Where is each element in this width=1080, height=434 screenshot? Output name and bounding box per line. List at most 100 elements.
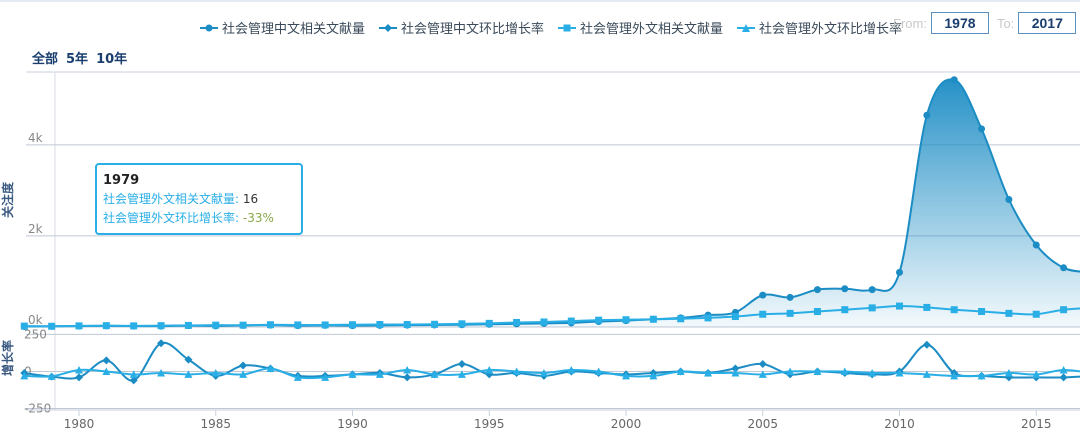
y-tick-label: 2k xyxy=(28,222,43,236)
square-point xyxy=(649,315,657,323)
square-point xyxy=(567,317,575,325)
triangle-point xyxy=(184,370,193,378)
triangle-point xyxy=(47,372,56,380)
triangle-point xyxy=(704,368,713,377)
triangle-point xyxy=(649,371,658,380)
square-point xyxy=(212,321,220,329)
tooltip-line-volume: 社会管理外文相关文献量: 16 xyxy=(103,190,295,209)
from-input[interactable]: 1978 xyxy=(930,12,989,34)
diamond-point xyxy=(1059,373,1068,382)
triangle-point xyxy=(758,370,767,378)
triangle-point xyxy=(813,367,822,375)
square-point xyxy=(950,306,958,314)
triangle-point xyxy=(567,365,576,374)
square-point xyxy=(540,318,548,326)
range-10y-button[interactable]: 10年 xyxy=(96,52,128,67)
circle-point xyxy=(923,111,931,119)
triangle-point xyxy=(922,370,931,378)
diamond-point xyxy=(102,356,111,365)
x-tick-label: 2000 xyxy=(611,417,642,431)
range-buttons: 全部 5年 10年 xyxy=(32,48,127,67)
y-tick-label: 0k xyxy=(28,313,43,327)
tooltip-value: -33% xyxy=(242,211,274,225)
legend-label: 社会管理中文相关文献量 xyxy=(222,22,366,37)
square-point xyxy=(513,318,521,326)
square-point xyxy=(102,322,110,330)
diamond-point xyxy=(129,376,138,385)
square-point xyxy=(130,322,138,330)
diamond-marker-icon xyxy=(379,23,398,32)
diamond-point xyxy=(157,339,166,348)
circle-point xyxy=(786,293,794,301)
triangle-point xyxy=(1032,370,1041,378)
square-point xyxy=(868,304,876,312)
diamond-point xyxy=(922,340,931,349)
square-point xyxy=(978,308,986,316)
x-tick-label: 2005 xyxy=(747,417,778,431)
square-point xyxy=(923,303,931,311)
triangle-marker-icon xyxy=(737,23,756,32)
legend-label: 社会管理外文相关文献量 xyxy=(580,22,724,37)
square-point xyxy=(376,320,384,328)
diamond-point xyxy=(403,373,412,382)
triangle-point xyxy=(20,371,29,380)
square-point xyxy=(431,320,439,328)
tooltip-year: 1979 xyxy=(103,173,140,188)
legend-label: 社会管理外文环比增长率 xyxy=(759,22,903,37)
diamond-point xyxy=(239,361,248,370)
triangle-point xyxy=(321,373,330,381)
triangle-point xyxy=(539,368,548,377)
legend-item-cn-growth[interactable]: 社会管理中文环比增长率 xyxy=(379,18,544,37)
series-line xyxy=(24,367,1080,380)
range-5y-button[interactable]: 5年 xyxy=(66,52,89,67)
tooltip: 1979 社会管理外文相关文献量: 16 社会管理外文环比增长率: -33% xyxy=(95,163,303,235)
y-tick-label: -250 xyxy=(24,402,51,416)
diamond-point xyxy=(731,364,740,373)
square-point xyxy=(48,322,56,330)
square-point xyxy=(294,321,302,329)
range-selector: From: 1978 To: 2017 xyxy=(893,12,1077,34)
to-input[interactable]: 2017 xyxy=(1018,12,1077,34)
triangle-point xyxy=(1059,365,1068,374)
square-marker-icon xyxy=(558,24,577,31)
diamond-point xyxy=(758,360,767,369)
range-all-button[interactable]: 全部 xyxy=(32,52,59,67)
x-tick-label: 1995 xyxy=(474,417,505,431)
circle-marker-icon xyxy=(200,24,218,31)
legend-item-foreign-growth[interactable]: 社会管理外文环比增长率 xyxy=(737,18,902,37)
triangle-point xyxy=(950,371,959,380)
square-point xyxy=(786,309,794,317)
circle-point xyxy=(950,76,958,84)
triangle-point xyxy=(129,370,138,378)
square-point xyxy=(403,320,411,328)
tooltip-label: 社会管理外文环比增长率: xyxy=(103,211,240,225)
triangle-point xyxy=(895,368,904,377)
square-point xyxy=(20,322,28,330)
square-point xyxy=(841,306,849,314)
circle-point xyxy=(841,285,849,293)
circle-point xyxy=(1060,264,1068,272)
square-point xyxy=(458,320,466,328)
square-point xyxy=(321,321,329,329)
square-point xyxy=(704,314,712,322)
square-point xyxy=(1005,309,1013,317)
triangle-point xyxy=(485,365,494,374)
square-point xyxy=(184,321,192,329)
triangle-point xyxy=(102,367,111,375)
legend-item-foreign-volume[interactable]: 社会管理外文相关文献量 xyxy=(558,18,723,37)
diamond-point xyxy=(75,373,83,382)
circle-point xyxy=(1005,196,1013,203)
x-tick-label: 2010 xyxy=(884,417,915,431)
legend: 社会管理中文相关文献量 社会管理中文环比增长率 社会管理外文相关文献量 社会管理… xyxy=(200,18,902,37)
diamond-point xyxy=(457,360,466,369)
diamond-point xyxy=(184,355,193,364)
square-point xyxy=(239,321,247,329)
triangle-point xyxy=(430,370,439,378)
circle-point xyxy=(813,286,821,294)
square-point xyxy=(266,321,274,329)
y-axis-title: 增长率 xyxy=(0,340,15,376)
to-label: To: xyxy=(996,15,1015,31)
legend-item-cn-volume[interactable]: 社会管理中文相关文献量 xyxy=(200,18,365,37)
